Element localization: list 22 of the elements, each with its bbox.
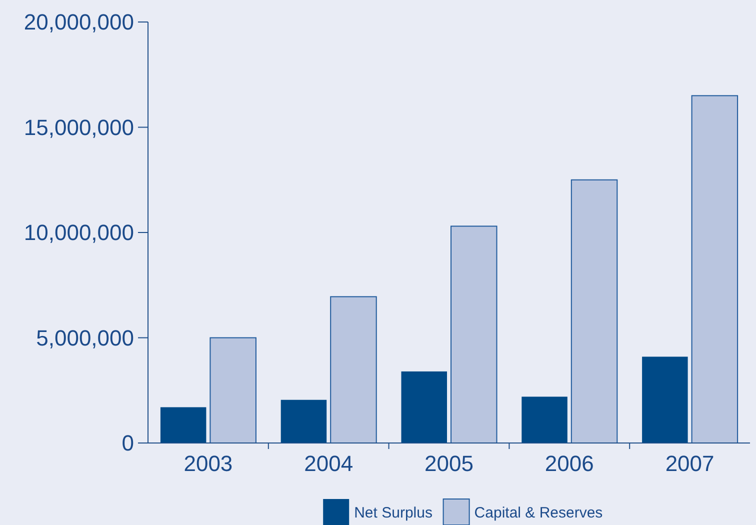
bar bbox=[280, 400, 327, 443]
x-tick-label: 2006 bbox=[544, 451, 594, 476]
bar bbox=[330, 296, 377, 444]
y-tick-label: 10,000,000 bbox=[24, 220, 134, 246]
bar bbox=[450, 226, 498, 444]
x-tick-label: 2004 bbox=[304, 451, 354, 476]
bar bbox=[691, 95, 738, 444]
bar bbox=[642, 356, 688, 443]
legend-label: Capital & Reserves bbox=[474, 504, 603, 522]
bar bbox=[160, 407, 206, 443]
bar bbox=[401, 371, 447, 443]
y-tick-label: 5,000,000 bbox=[36, 325, 134, 350]
bar bbox=[522, 396, 568, 443]
y-tick-label: 20,000,000 bbox=[24, 10, 134, 35]
bar bbox=[570, 179, 618, 444]
bar bbox=[210, 337, 256, 444]
y-tick-label: 15,000,000 bbox=[24, 114, 134, 140]
x-tick-label: 2005 bbox=[424, 451, 474, 476]
x-tick-label: 2007 bbox=[665, 451, 714, 476]
x-tick-label: 2003 bbox=[184, 451, 233, 476]
legend-label: Net Surplus bbox=[354, 504, 432, 522]
y-tick-label: 0 bbox=[122, 430, 134, 456]
